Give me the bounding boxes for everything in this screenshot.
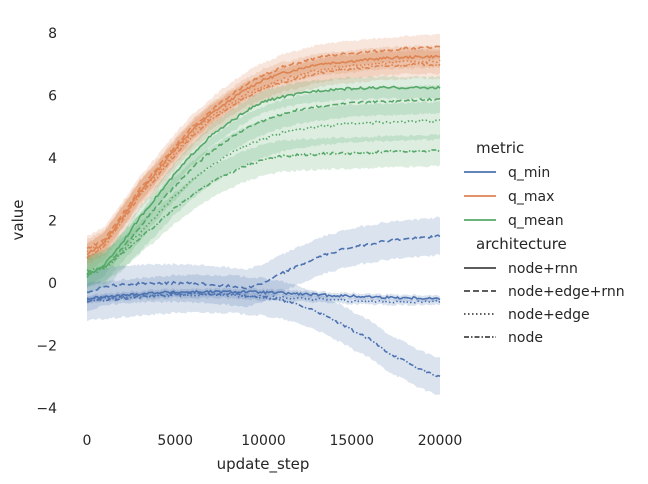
line-q_mean-node xyxy=(86,148,441,272)
line-q_min-node+edge xyxy=(86,292,441,304)
band-q_max-node+edge xyxy=(87,47,440,265)
legend-entry-q_max: q_max xyxy=(508,189,554,205)
x-tick-label: 0 xyxy=(83,433,92,449)
y-tick-label: 4 xyxy=(48,151,57,167)
x-tick-label: 5000 xyxy=(157,433,193,449)
line-q_min-node+edge+rnn xyxy=(86,234,441,294)
y-tick-label: 2 xyxy=(48,214,57,230)
x-tick-label: 10000 xyxy=(241,433,286,449)
y-tick-label: 6 xyxy=(48,89,57,105)
legend-entry-node+edge+rnn: node+edge+rnn xyxy=(508,284,625,300)
line-q_min-node xyxy=(86,291,441,378)
line-q_mean-node+edge xyxy=(86,118,440,277)
y-tick-label: −2 xyxy=(36,339,57,355)
x-tick-label: 15000 xyxy=(329,433,374,449)
band-q_min-node+edge+rnn xyxy=(87,216,440,311)
line-q_max-node+rnn xyxy=(86,54,441,256)
y-axis-label: value xyxy=(9,200,27,241)
y-tick-label: 0 xyxy=(48,276,57,292)
x-axis-label: update_step xyxy=(217,455,310,474)
band-q_mean-node+edge+rnn xyxy=(87,84,440,289)
band-q_mean-node+rnn xyxy=(87,75,440,289)
legend-title-metric: metric xyxy=(476,139,524,157)
series-lines xyxy=(86,45,441,378)
x-tick-labels: 0 5000 10000 15000 20000 xyxy=(83,433,463,449)
y-tick-label: 8 xyxy=(48,26,57,42)
band-q_min-node xyxy=(87,274,440,396)
line-q_max-node+edge+rnn xyxy=(86,45,441,250)
band-q_mean-node xyxy=(87,133,440,287)
legend-entry-q_min: q_min xyxy=(508,165,550,181)
legend-title-architecture: architecture xyxy=(476,235,567,253)
line-q_mean-node+rnn xyxy=(86,85,441,278)
legend-entry-node+edge: node+edge xyxy=(508,307,590,323)
legend: metric q_min q_max q_mean architecture node+r… xyxy=(464,139,625,346)
x-tick-label: 20000 xyxy=(418,433,463,449)
line-q_mean-node+edge+rnn xyxy=(86,97,441,276)
y-tick-label: −4 xyxy=(36,401,57,417)
legend-entry-q_mean: q_mean xyxy=(508,213,564,229)
band-q_min-node+rnn xyxy=(87,287,440,303)
line-q_min-node+rnn xyxy=(86,289,441,301)
band-q_max-node xyxy=(87,49,440,273)
legend-entry-node: node xyxy=(508,330,543,346)
band-q_mean-node+edge xyxy=(87,101,440,295)
line-q_max-node xyxy=(86,61,441,259)
legend-entry-node+rnn: node+rnn xyxy=(508,261,578,277)
y-tick-labels: −4 −2 0 2 4 6 8 xyxy=(36,26,57,417)
